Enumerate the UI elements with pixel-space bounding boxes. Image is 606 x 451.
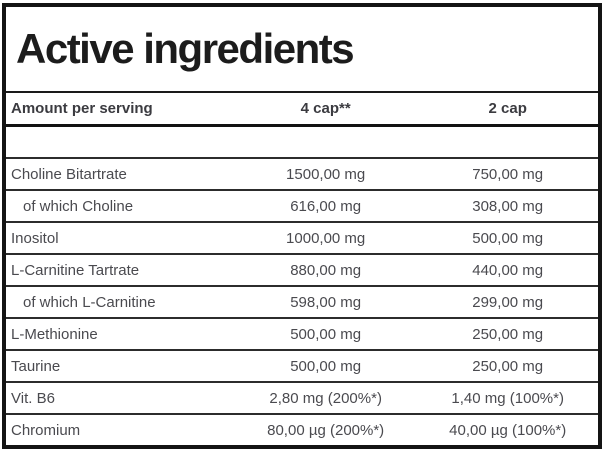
header-4cap: 4 cap** (300, 100, 351, 117)
ingredient-name: of which L-Carnitine (23, 293, 156, 311)
ingredient-name: Taurine (11, 357, 61, 375)
amount-4cap: 598,00 mg (290, 293, 362, 311)
amount-2cap: 40,00 µg (100%*) (449, 421, 567, 439)
amount-2cap: 299,00 mg (472, 293, 544, 311)
amount-2cap: 750,00 mg (472, 165, 544, 183)
amount-4cap: 500,00 mg (290, 357, 362, 375)
table-row: Inositol 1000,00 mg 500,00 mg (6, 221, 598, 253)
table-row: Chromium 80,00 µg (200%*) 40,00 µg (100%… (6, 413, 598, 445)
table-row: Vit. B6 2,80 mg (200%*) 1,40 mg (100%*) (6, 381, 598, 413)
amount-4cap: 1500,00 mg (286, 165, 366, 183)
ingredient-name: of which Choline (23, 197, 134, 215)
amount-4cap: 616,00 mg (290, 197, 362, 215)
amount-2cap: 308,00 mg (472, 197, 544, 215)
table-row: of which L-Carnitine 598,00 mg 299,00 mg (6, 285, 598, 317)
title-block: Active ingredients (6, 7, 598, 91)
table-row: Taurine 500,00 mg 250,00 mg (6, 349, 598, 381)
ingredient-name: Inositol (11, 229, 59, 247)
amount-4cap: 80,00 µg (200%*) (267, 421, 385, 439)
ingredient-name: L-Methionine (11, 325, 98, 343)
amount-4cap: 500,00 mg (290, 325, 362, 343)
amount-2cap: 440,00 mg (472, 261, 544, 279)
ingredient-name: Choline Bitartrate (11, 165, 127, 183)
amount-4cap: 2,80 mg (200%*) (269, 389, 382, 407)
table-row: of which Choline 616,00 mg 308,00 mg (6, 189, 598, 221)
ingredient-name: Vit. B6 (11, 389, 55, 407)
table-row: Choline Bitartrate 1500,00 mg 750,00 mg (6, 157, 598, 189)
header-amount-per-serving: Amount per serving (11, 100, 153, 117)
amount-2cap: 250,00 mg (472, 357, 544, 375)
amount-2cap: 250,00 mg (472, 325, 544, 343)
ingredients-panel: Active ingredients Amount per serving 4 … (2, 3, 602, 449)
amount-4cap: 1000,00 mg (286, 229, 366, 247)
page-title: Active ingredients (16, 25, 355, 72)
amount-2cap: 500,00 mg (472, 229, 544, 247)
table-row: L-Carnitine Tartrate 880,00 mg 440,00 mg (6, 253, 598, 285)
ingredient-name: L-Carnitine Tartrate (11, 261, 140, 279)
ingredient-name: Chromium (11, 421, 81, 439)
table-row: L-Methionine 500,00 mg 250,00 mg (6, 317, 598, 349)
spacer-row (6, 127, 598, 157)
amount-4cap: 880,00 mg (290, 261, 362, 279)
header-2cap: 2 cap (488, 100, 527, 117)
table-header-row: Amount per serving 4 cap** 2 cap (6, 91, 598, 127)
amount-2cap: 1,40 mg (100%*) (451, 389, 564, 407)
